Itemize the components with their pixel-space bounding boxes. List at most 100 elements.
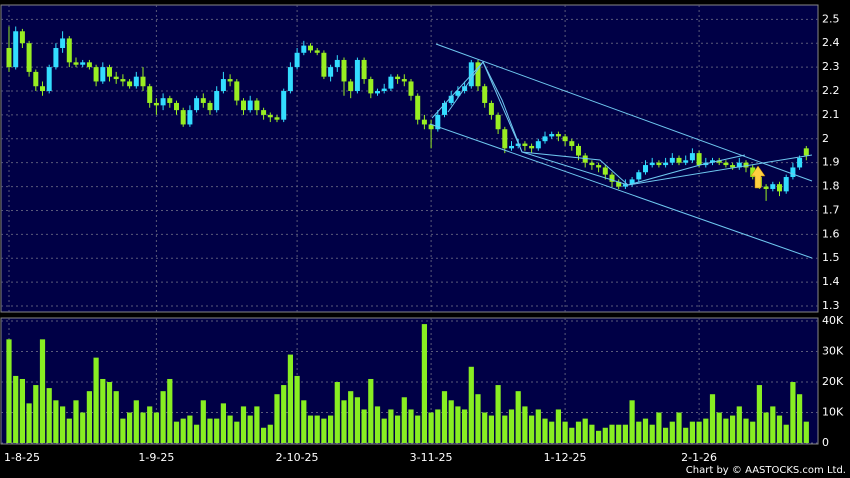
- volume-bar: [689, 421, 695, 443]
- candle-body: [247, 100, 253, 111]
- x-tick-label: 1-8-25: [4, 451, 40, 464]
- candle-body: [341, 59, 347, 82]
- volume-tick-label: 20K: [822, 375, 844, 388]
- volume-bar: [435, 409, 441, 443]
- credit: Chart by © AASTOCKS.com Ltd.: [686, 465, 846, 476]
- volume-bar: [307, 415, 314, 443]
- candle-body: [194, 98, 200, 111]
- x-tick-label: 2-10-25: [276, 451, 319, 464]
- volume-bar: [602, 427, 608, 443]
- volume-bar: [33, 385, 39, 443]
- candle-body: [743, 162, 749, 168]
- volume-bar: [93, 357, 99, 443]
- volume-bar: [441, 391, 448, 443]
- volume-bar: [287, 354, 293, 443]
- volume-bar: [616, 424, 622, 443]
- candle-body: [710, 160, 715, 163]
- volume-bar: [240, 406, 247, 443]
- volume-bar: [173, 421, 180, 443]
- volume-bar: [636, 421, 642, 443]
- candle-body: [609, 174, 615, 182]
- candle-body: [241, 100, 246, 111]
- candle-body: [803, 148, 809, 156]
- candle-body: [676, 157, 682, 163]
- candle-body: [267, 114, 273, 118]
- volume-bar: [140, 412, 146, 443]
- candle-body: [522, 143, 528, 146]
- candle-body: [113, 76, 119, 80]
- volume-bar: [153, 412, 159, 443]
- volume-bar: [508, 409, 515, 443]
- candle-body: [616, 181, 622, 187]
- volume-bar: [227, 415, 233, 443]
- candle-body: [220, 79, 226, 92]
- candle-body: [187, 110, 193, 125]
- candle-body: [736, 162, 742, 168]
- volume-bar: [368, 378, 374, 443]
- volume-bar: [314, 415, 320, 443]
- volume-bar: [542, 418, 548, 443]
- volume-bar: [66, 418, 72, 443]
- volume-bar: [6, 339, 12, 443]
- volume-bar: [39, 339, 46, 443]
- candle-body: [274, 117, 280, 120]
- volume-bar: [656, 412, 662, 443]
- y-tick-label: 2.2: [822, 84, 840, 97]
- candle-body: [86, 62, 92, 68]
- volume-bar: [374, 406, 381, 443]
- volume-bar: [415, 415, 421, 443]
- candle-body: [562, 136, 568, 142]
- price-panel: [0, 4, 819, 313]
- volume-bar: [200, 400, 206, 443]
- candle-body: [214, 91, 220, 111]
- candle-body: [348, 81, 354, 92]
- candle-body: [696, 153, 702, 166]
- volume-bar: [348, 391, 354, 443]
- volume-bar: [549, 421, 555, 443]
- volume-bar: [361, 409, 367, 443]
- candle-body: [120, 79, 126, 82]
- volume-bar: [60, 406, 66, 443]
- candle-body: [167, 98, 173, 103]
- candle-body: [488, 102, 494, 115]
- volume-bar: [676, 412, 682, 443]
- volume-bar: [395, 415, 401, 443]
- y-tick-label: 2.5: [822, 12, 840, 25]
- candle-body: [636, 172, 642, 180]
- volume-bar: [730, 415, 736, 443]
- volume-bar: [267, 424, 273, 443]
- volume-bar: [770, 406, 776, 443]
- candle-body: [140, 76, 146, 87]
- volume-bar: [803, 421, 809, 443]
- candle-body: [509, 145, 514, 149]
- candle-body: [401, 79, 407, 82]
- candle-body: [656, 162, 662, 166]
- volume-bar: [214, 418, 220, 443]
- y-tick-label: 2.4: [822, 36, 840, 49]
- candle-body: [13, 31, 19, 68]
- volume-bar: [234, 421, 240, 443]
- trend-lines: [429, 43, 813, 259]
- candle-body: [153, 102, 159, 106]
- candle-body: [6, 48, 12, 68]
- volume-bar: [19, 378, 25, 443]
- candle-body: [582, 155, 588, 163]
- volume-tick-label: 0: [822, 436, 829, 449]
- candle-body: [180, 110, 186, 125]
- candle-body: [475, 62, 481, 87]
- candle-body: [502, 129, 508, 149]
- y-tick-label: 1.4: [822, 275, 840, 288]
- candle-body: [314, 50, 320, 53]
- volume-bar: [408, 409, 414, 443]
- candle-body: [428, 124, 434, 130]
- volume-bar: [421, 324, 427, 443]
- volume-tick-label: 10K: [822, 406, 844, 419]
- candle-body: [555, 134, 561, 137]
- volume-bar: [703, 418, 709, 443]
- candle-body: [127, 81, 133, 87]
- candle-body: [415, 95, 421, 120]
- y-tick-label: 2.1: [822, 108, 840, 121]
- volume-bar: [113, 391, 119, 443]
